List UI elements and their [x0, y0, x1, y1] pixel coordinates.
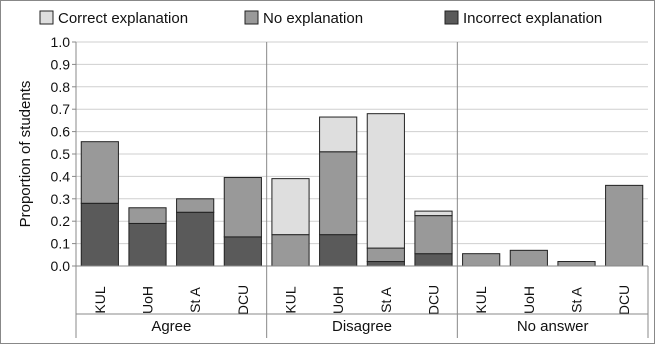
x-tick-label: St A — [569, 286, 585, 312]
y-tick-label: 0.4 — [51, 168, 71, 184]
y-tick-label: 0.8 — [51, 79, 71, 95]
group-label: Disagree — [332, 318, 392, 335]
legend: Correct explanation No explanation Incorre… — [39, 10, 602, 27]
bar-segment — [176, 198, 215, 213]
bar-segment — [366, 261, 405, 267]
bar-segment — [319, 116, 358, 153]
gridlines — [76, 41, 648, 245]
x-tick-label: DCU — [235, 285, 251, 315]
legend-label: Correct explanation — [58, 10, 188, 27]
y-axis-label: Proportion of students — [17, 81, 34, 228]
x-tick-label: DCU — [616, 285, 632, 315]
bar-segment — [509, 249, 548, 267]
axes: 0.0 0.1 0.2 0.3 0.4 0.5 0.6 0.7 0.8 0.9 1.0 KUL UoH S… — [51, 34, 649, 338]
x-tick-label: St A — [378, 286, 394, 312]
legend-swatch — [444, 10, 459, 25]
bar-segment — [319, 234, 358, 267]
bars — [80, 113, 644, 267]
bar-segment — [80, 202, 119, 267]
bar-segment — [176, 211, 215, 267]
bar-segment — [366, 247, 405, 263]
x-tick-label: KUL — [473, 286, 489, 313]
x-tick-label: KUL — [92, 286, 108, 313]
legend-swatch — [39, 10, 54, 25]
y-tick-label: 0.7 — [51, 101, 71, 117]
x-tick-label: UoH — [140, 286, 156, 314]
bar-segment — [271, 178, 310, 236]
bar-segment — [128, 222, 167, 267]
bar-segment — [128, 207, 167, 224]
group-label: Agree — [151, 318, 191, 335]
bar-segment — [414, 215, 453, 255]
x-tick-label: St A — [187, 286, 203, 312]
bar-segment — [223, 177, 262, 238]
bar-segment — [414, 210, 453, 217]
y-tick-label: 0.2 — [51, 213, 71, 229]
y-tick-label: 0.1 — [51, 236, 71, 252]
x-tick-label: UoH — [521, 286, 537, 314]
legend-label: Incorrect explanation — [463, 10, 602, 27]
y-tick-label: 0.0 — [51, 258, 71, 274]
y-tick-label: 0.6 — [51, 124, 71, 140]
bar-segment — [319, 151, 358, 236]
x-tick-label: DCU — [426, 285, 442, 315]
bar-segment — [223, 236, 262, 267]
bar-segment — [462, 253, 501, 267]
y-tick-label: 1.0 — [51, 34, 71, 50]
legend-swatch — [244, 10, 259, 25]
group-label: No answer — [517, 318, 589, 335]
bar-segment — [557, 261, 596, 267]
bar-segment — [414, 253, 453, 267]
bar-segment — [80, 141, 119, 204]
bar-segment — [271, 234, 310, 267]
x-tick-label: KUL — [283, 286, 299, 313]
bar-segment — [366, 113, 405, 249]
x-tick-label: UoH — [330, 286, 346, 314]
y-tick-label: 0.9 — [51, 56, 71, 72]
y-tick-label: 0.3 — [51, 191, 71, 207]
legend-label: No explanation — [263, 10, 363, 27]
bar-segment — [605, 184, 644, 267]
y-tick-label: 0.5 — [51, 146, 71, 162]
